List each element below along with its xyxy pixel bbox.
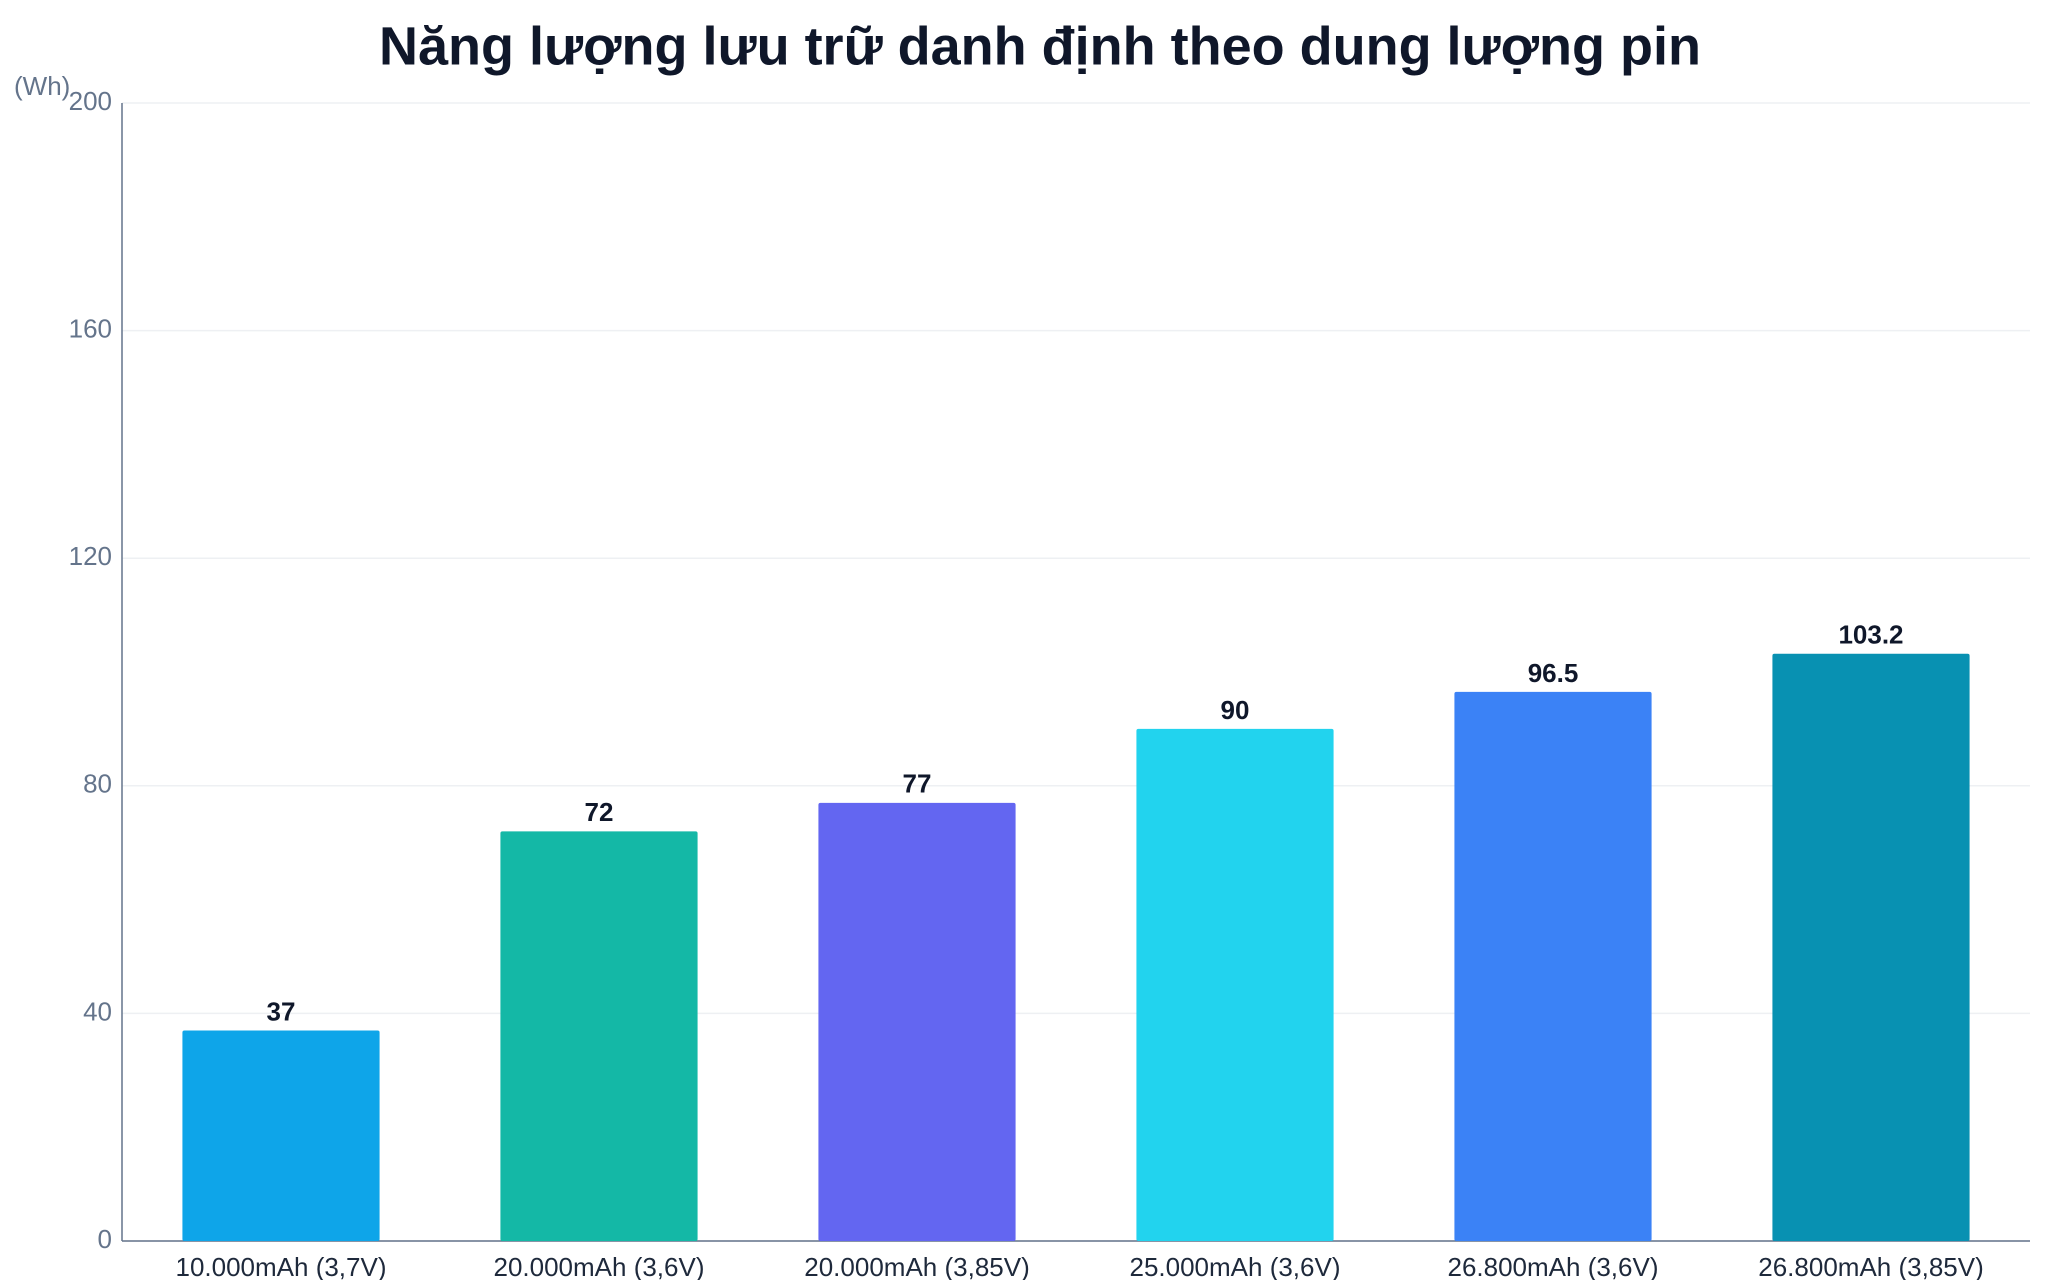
bar <box>1772 653 1970 1241</box>
chart-title: Năng lượng lưu trữ danh định theo dung l… <box>379 16 1701 76</box>
y-tick-label: 160 <box>69 313 112 343</box>
bar <box>818 802 1016 1241</box>
y-axis-label: (Wh) <box>14 71 70 101</box>
bar <box>1454 691 1652 1241</box>
y-tick-label: 0 <box>98 1224 112 1254</box>
y-tick-label: 120 <box>69 541 112 571</box>
bar <box>182 1030 380 1241</box>
value-label: 72 <box>585 797 614 827</box>
y-tick-label: 200 <box>69 86 112 116</box>
x-tick-label: 20.000mAh (3,6V) <box>493 1252 704 1280</box>
bar <box>1136 728 1334 1241</box>
x-tick-label: 10.000mAh (3,7V) <box>175 1252 386 1280</box>
x-tick-label: 26.800mAh (3,85V) <box>1758 1252 1983 1280</box>
value-label: 96.5 <box>1528 658 1579 688</box>
x-tick-label: 26.800mAh (3,6V) <box>1447 1252 1658 1280</box>
x-tick-label: 25.000mAh (3,6V) <box>1129 1252 1340 1280</box>
bar <box>500 831 698 1241</box>
y-tick-label: 80 <box>83 769 112 799</box>
y-tick-label: 40 <box>83 996 112 1026</box>
value-label: 77 <box>903 769 932 799</box>
value-label: 103.2 <box>1838 620 1903 650</box>
value-label: 90 <box>1221 695 1250 725</box>
value-label: 37 <box>267 996 296 1026</box>
x-tick-label: 20.000mAh (3,85V) <box>804 1252 1029 1280</box>
